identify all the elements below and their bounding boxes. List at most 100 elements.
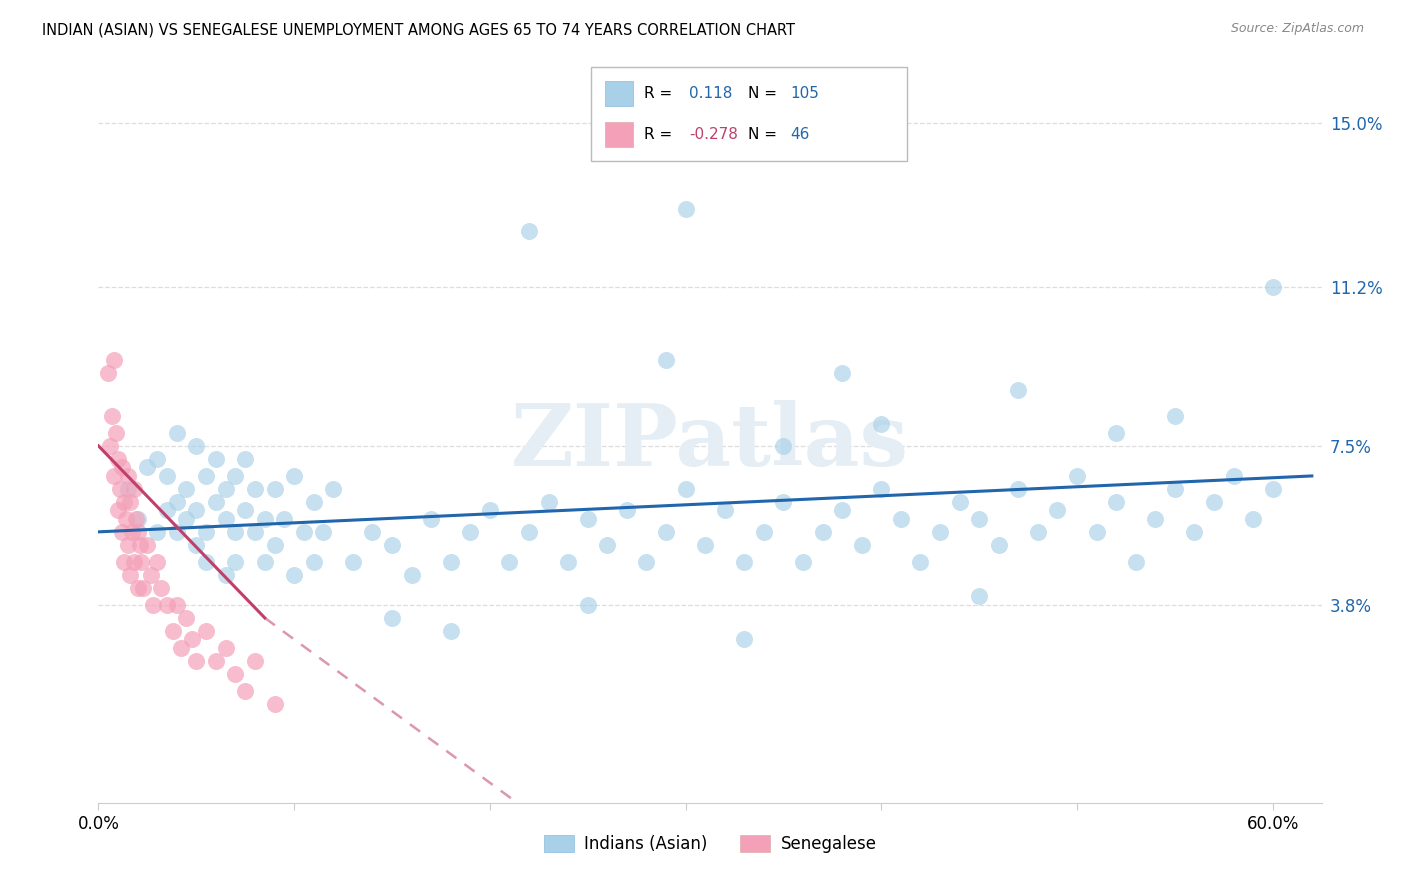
Point (233, 503, 256, 517)
Point (478, 503, 501, 517)
Point (166, 598, 188, 612)
Point (910, 555, 932, 569)
Point (162, 624, 184, 638)
Point (98, 439, 121, 453)
Point (103, 352, 125, 367)
Point (987, 538, 1010, 552)
Point (205, 451, 228, 466)
Point (131, 555, 153, 569)
Text: Source: ZipAtlas.com: Source: ZipAtlas.com (1230, 22, 1364, 36)
Point (1125, 555, 1147, 569)
Point (156, 503, 179, 517)
Text: 105: 105 (790, 86, 820, 101)
Point (948, 494, 970, 508)
Point (233, 684, 256, 698)
Point (1184, 524, 1206, 539)
Point (186, 503, 208, 517)
Point (1026, 524, 1049, 539)
Point (1202, 494, 1225, 508)
Point (150, 581, 173, 595)
Point (713, 503, 735, 517)
Point (121, 524, 143, 539)
Point (117, 538, 139, 552)
Point (655, 524, 678, 539)
Point (243, 524, 266, 539)
Point (117, 469, 139, 483)
Point (214, 640, 236, 655)
Point (186, 439, 208, 453)
Legend: Indians (Asian), Senegalese: Indians (Asian), Senegalese (537, 828, 883, 860)
Point (233, 451, 256, 466)
Point (122, 555, 145, 569)
Point (117, 482, 139, 496)
Point (1164, 482, 1187, 496)
Point (263, 482, 285, 496)
Point (181, 632, 204, 647)
Point (214, 482, 236, 496)
Point (616, 503, 638, 517)
Point (214, 512, 236, 526)
Point (127, 512, 149, 526)
Point (224, 524, 246, 539)
Point (111, 460, 134, 475)
Point (1222, 469, 1244, 483)
Point (127, 581, 149, 595)
Point (1144, 512, 1167, 526)
Point (1066, 469, 1088, 483)
Point (517, 524, 540, 539)
Point (253, 555, 276, 569)
Point (851, 538, 873, 552)
Point (224, 555, 246, 569)
Point (695, 538, 717, 552)
Point (118, 494, 141, 508)
Point (381, 538, 404, 552)
Text: R =: R = (644, 127, 672, 142)
Point (967, 512, 990, 526)
Point (596, 538, 619, 552)
Point (114, 512, 136, 526)
Point (132, 581, 155, 595)
Point (302, 494, 325, 508)
Point (118, 567, 141, 582)
Point (302, 555, 325, 569)
Text: N =: N = (748, 86, 778, 101)
Point (361, 524, 384, 539)
Point (772, 494, 794, 508)
Point (1164, 409, 1187, 423)
Point (124, 512, 146, 526)
Point (792, 555, 814, 569)
Point (312, 524, 335, 539)
Point (1046, 503, 1069, 517)
Point (176, 611, 198, 625)
Point (292, 524, 315, 539)
Point (195, 469, 218, 483)
Point (105, 425, 128, 440)
Point (831, 503, 853, 517)
Point (166, 425, 188, 440)
Point (101, 409, 124, 423)
Point (166, 524, 188, 539)
Point (733, 632, 755, 647)
Point (136, 538, 159, 552)
Point (1261, 482, 1284, 496)
Point (557, 555, 579, 569)
Text: N =: N = (748, 127, 778, 142)
Point (142, 598, 165, 612)
Point (733, 555, 755, 569)
Point (97, 366, 120, 380)
Point (205, 654, 228, 668)
Point (122, 482, 145, 496)
Point (517, 224, 540, 238)
Point (156, 598, 179, 612)
Point (103, 469, 125, 483)
Point (243, 482, 266, 496)
Point (176, 512, 198, 526)
Point (1007, 482, 1029, 496)
Point (205, 494, 228, 508)
Point (224, 666, 246, 681)
Point (283, 567, 305, 582)
Point (1085, 524, 1108, 539)
Point (166, 494, 188, 508)
Point (112, 494, 135, 508)
Point (1261, 279, 1284, 293)
